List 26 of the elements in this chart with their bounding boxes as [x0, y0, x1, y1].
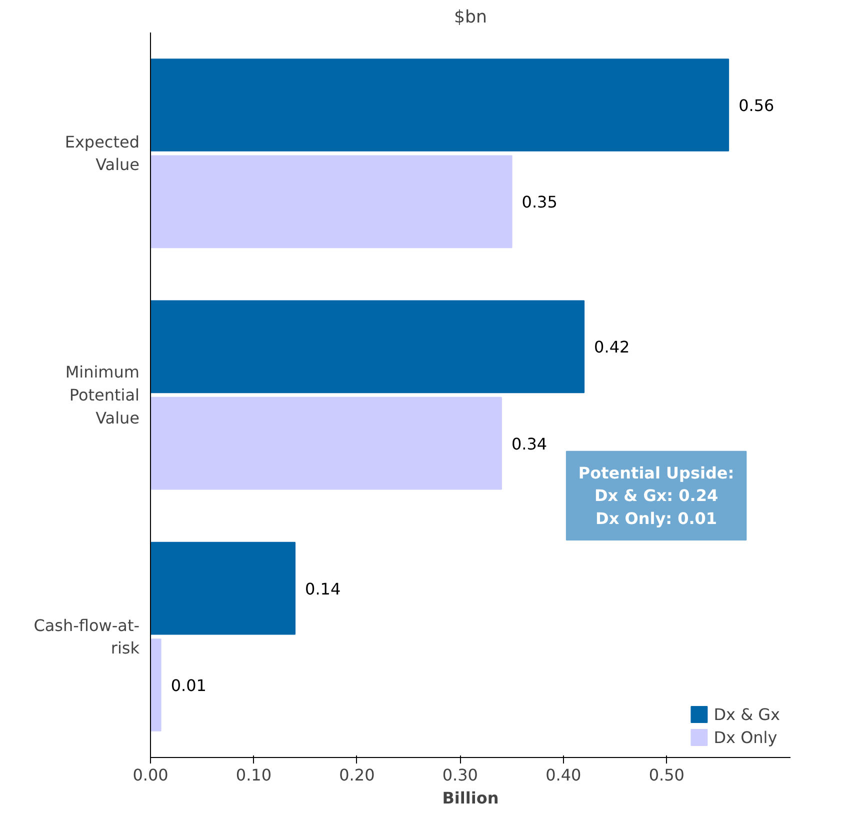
y-tick-label: Minimum Potential Value	[65, 362, 140, 428]
x-tick-label: 0.00	[132, 766, 168, 784]
bar	[150, 155, 512, 248]
bar	[150, 300, 585, 394]
data-label: 0.35	[522, 192, 558, 212]
legend-label: Dx Only	[714, 728, 778, 746]
data-label: 0.01	[170, 676, 206, 695]
bar	[150, 638, 162, 732]
y-tick-label: Cash-flow-at-risk	[34, 616, 140, 658]
bar	[150, 542, 296, 635]
bar	[150, 396, 502, 490]
x-tick-label: 0.40	[546, 766, 582, 784]
data-label: 0.56	[738, 96, 774, 115]
chart-title: $bn	[454, 8, 488, 28]
data-label: 0.34	[511, 434, 548, 454]
data-label: 0.42	[594, 338, 630, 357]
data-label: 0.14	[305, 579, 341, 598]
y-tick-label: Expected Value	[64, 132, 140, 174]
bar	[150, 58, 730, 152]
x-tick-label: 0.50	[648, 766, 684, 784]
x-tick-label: 0.30	[442, 766, 478, 784]
x-tick-label: 0.20	[339, 766, 375, 784]
legend-label: Dx & Gx	[714, 704, 780, 724]
x-axis-title: Billion	[442, 788, 499, 808]
annotation: Potential Upside: Dx & Gx: 0.24 Dx Only: 0.01	[578, 463, 734, 528]
x-tick-label: 0.10	[236, 766, 272, 784]
